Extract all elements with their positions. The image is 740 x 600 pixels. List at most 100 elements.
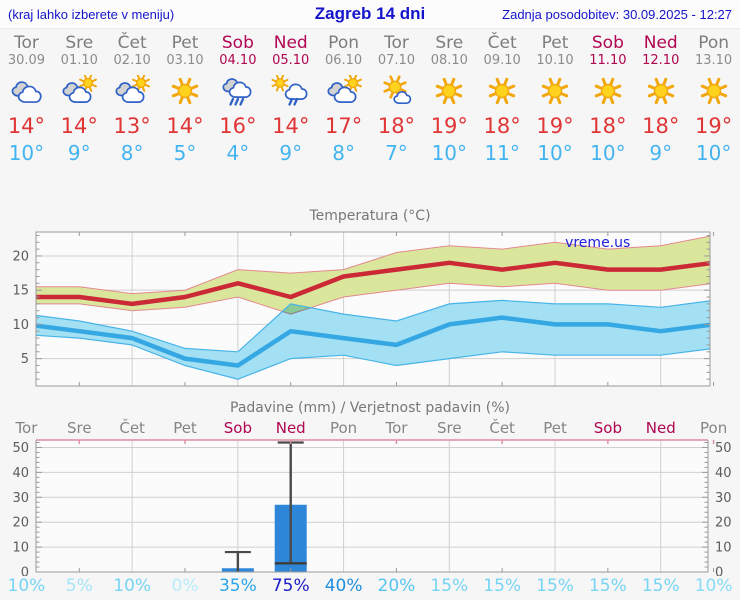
svg-text:40: 40	[715, 466, 732, 481]
svg-text:10: 10	[715, 541, 732, 556]
temperature-chart-title: Temperatura (°C)	[309, 208, 431, 224]
sonce-icon	[647, 77, 674, 105]
forecast-day[interactable]: Pet 10.10 19° 10°	[529, 34, 582, 166]
high-temp: 18°	[589, 114, 627, 138]
sonce-icon	[488, 77, 516, 105]
precip-probability: 10%	[113, 576, 152, 596]
low-temp: 11°	[484, 141, 520, 165]
high-temp: 16°	[219, 114, 257, 138]
svg-text:10: 10	[12, 541, 29, 556]
forecast-day[interactable]: Sob 11.10 18° 10°	[581, 34, 634, 166]
svg-text:20: 20	[12, 516, 29, 531]
day-date: 02.10	[113, 53, 151, 68]
low-temp: 10°	[8, 141, 45, 165]
precip-day-label: Čet	[489, 419, 515, 437]
high-temp: 14°	[7, 114, 46, 138]
low-temp: 4°	[226, 141, 250, 165]
precip-probability: 15%	[536, 576, 574, 596]
precip-day-label: Čet	[119, 419, 145, 437]
forecast-strip: Tor 30.09 14° 10° Sre 01.10 14° 9° Čet 02.10 13° 8°…	[0, 29, 740, 166]
day-date: 01.10	[60, 53, 98, 68]
weather-icon-cell	[211, 75, 264, 113]
precipitation-chart: 0 0 10 10 20 20 30 30 40 40 50 50	[12, 439, 732, 576]
forecast-day[interactable]: Čet 02.10 13° 8°	[106, 34, 159, 166]
forecast-day[interactable]: Ned 12.10 18° 9°	[634, 34, 687, 166]
weather-icon-cell	[370, 75, 423, 113]
svg-text:40: 40	[12, 466, 29, 481]
delno-oblacno-icon	[115, 74, 151, 104]
day-name: Sre	[435, 33, 464, 53]
precip-day-label: Sob	[223, 419, 252, 437]
svg-text:50: 50	[12, 441, 29, 456]
day-name: Pet	[541, 33, 569, 53]
location-hint: (kraj lahko izberete v meniju)	[8, 6, 175, 22]
svg-text:50: 50	[715, 441, 732, 456]
day-date: 05.10	[272, 53, 310, 68]
high-temp: 19°	[430, 114, 468, 138]
day-name: Čet	[487, 33, 517, 53]
last-update: Zadnja posodobitev: 30.09.2025 - 12:27	[502, 6, 732, 22]
precip-day-label: Pet	[173, 419, 197, 437]
svg-text:20: 20	[12, 250, 29, 265]
high-temp: 18°	[642, 114, 680, 138]
weather-icon-cell	[53, 74, 106, 113]
forecast-day[interactable]: Pon 06.10 17° 8°	[317, 34, 370, 166]
precip-probability: 0%	[171, 576, 199, 596]
weather-icon-cell	[264, 74, 317, 113]
day-date: 07.10	[377, 53, 416, 68]
precip-day-label: Ned	[645, 419, 676, 437]
low-temp: 10°	[695, 141, 732, 165]
forecast-day[interactable]: Sre 01.10 14° 9°	[53, 34, 106, 166]
weather-icon-cell	[106, 74, 159, 113]
weather-icon-cell	[476, 75, 529, 113]
precip-day-label: Tor	[385, 419, 408, 437]
day-date: 11.10	[589, 53, 627, 68]
sonce-icon	[171, 77, 199, 105]
weather-icon-cell	[317, 74, 370, 113]
forecast-day[interactable]: Ned 05.10 14° 9°	[264, 34, 317, 166]
pretezno-sonce-icon	[383, 75, 412, 105]
day-date: 09.10	[483, 53, 521, 68]
precip-day-label: Sre	[437, 419, 462, 437]
precip-probability: 15%	[430, 576, 469, 596]
precip-day-label: Sob	[593, 419, 622, 437]
svg-text:15: 15	[12, 284, 29, 299]
low-temp: 8°	[120, 141, 144, 165]
precip-probability: 15%	[588, 576, 627, 596]
day-date: 30.09	[7, 53, 46, 68]
forecast-day[interactable]: Pon 13.10 19° 10°	[687, 34, 740, 166]
forecast-day[interactable]: Sob 04.10 16° 4°	[211, 34, 264, 166]
low-temp: 9°	[67, 141, 91, 165]
day-name: Čet	[117, 33, 147, 53]
svg-text:30: 30	[715, 491, 732, 506]
forecast-day[interactable]: Sre 08.10 19° 10°	[423, 34, 476, 166]
day-date: 13.10	[694, 53, 733, 68]
precipitation-chart-title: Padavine (mm) / Verjetnost padavin (%)	[230, 400, 510, 416]
low-temp: 9°	[279, 141, 303, 165]
svg-text:30: 30	[12, 491, 29, 506]
forecast-day[interactable]: Čet 09.10 18° 11°	[476, 34, 529, 166]
high-temp: 19°	[536, 114, 574, 138]
weather-icon-cell	[0, 75, 53, 113]
low-temp: 8°	[332, 141, 355, 165]
precip-day-label: Pon	[329, 419, 358, 437]
forecast-day[interactable]: Tor 07.10 18° 7°	[370, 34, 423, 166]
sonce-icon	[541, 77, 569, 105]
svg-text:0: 0	[21, 566, 29, 576]
day-name: Ned	[643, 33, 678, 53]
precip-probability: 15%	[483, 576, 522, 596]
day-name: Pon	[698, 33, 730, 53]
day-name: Sob	[591, 33, 624, 53]
day-date: 04.10	[219, 53, 257, 68]
forecast-day[interactable]: Tor 30.09 14° 10°	[0, 34, 53, 166]
page-title: Zagreb 14 dni	[314, 4, 426, 23]
precip-probability: 35%	[218, 576, 257, 596]
high-temp: 18°	[377, 114, 416, 138]
low-temp: 7°	[385, 141, 408, 165]
sonce-icon	[594, 77, 622, 105]
high-temp: 17°	[324, 114, 363, 138]
forecast-day[interactable]: Pet 03.10 14° 5°	[159, 34, 212, 166]
high-temp: 14°	[272, 114, 310, 138]
precip-day-label: Sre	[66, 419, 92, 437]
dez-icon	[222, 78, 252, 106]
